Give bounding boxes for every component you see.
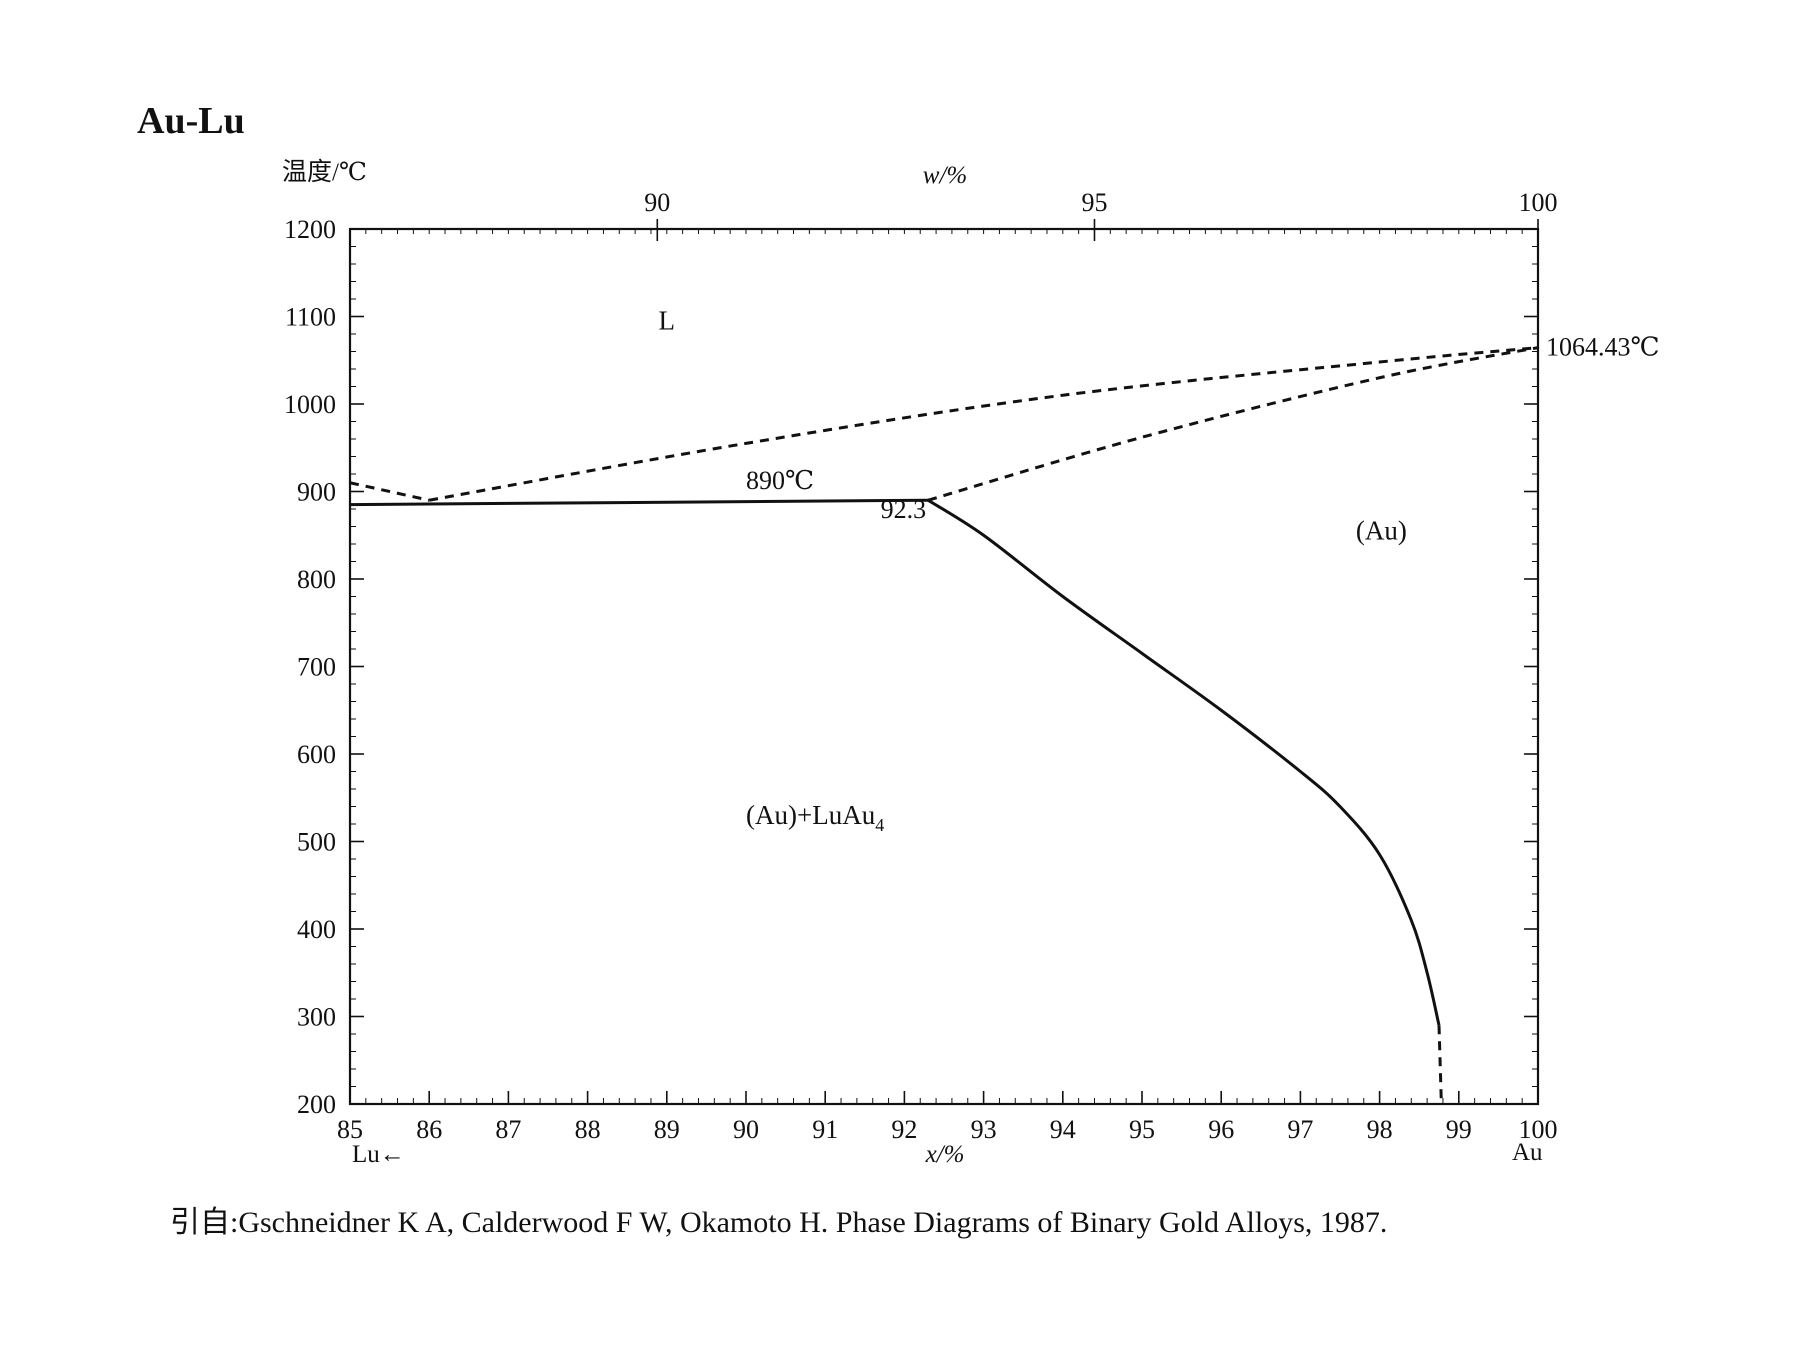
x-axis-label: x/%	[925, 1141, 965, 1168]
y-tick-label: 300	[297, 1003, 336, 1032]
y-tick-label: 1000	[284, 390, 336, 419]
axis-ticks	[349, 219, 1539, 1105]
x-tick-label: 85	[337, 1115, 363, 1144]
x-tick-label: 91	[812, 1115, 838, 1144]
x-tick-label: 87	[495, 1115, 521, 1144]
y-tick-label: 900	[297, 478, 336, 507]
x-tick-label: 88	[575, 1115, 601, 1144]
phase-boundary-dashed-5	[1437, 1025, 1443, 1105]
phase-boundaries	[349, 346, 1539, 1105]
x-tick-label: 97	[1287, 1115, 1313, 1144]
y-tick-label: 400	[297, 915, 336, 944]
x-tick-label: 96	[1208, 1115, 1234, 1144]
y-tick-label: 700	[297, 653, 336, 682]
y-tick-label: 200	[297, 1090, 336, 1119]
annotation-label: 1064.43℃	[1546, 333, 1660, 362]
x-left-element-label: Lu←	[352, 1141, 405, 1168]
annotation-label: 92.3	[881, 495, 927, 524]
y-tick-label: 1100	[285, 303, 336, 332]
phase-boundary-dashed-1	[428, 346, 1539, 502]
x-tick-label: 93	[971, 1115, 997, 1144]
plot-area: 90 95 100 85 86 87 88 89 90 91 92 93 94 95 96 97 98 99 100…	[284, 188, 1660, 1144]
citation-text: 引自:Gschneidner K A, Calderwood F W, Okam…	[170, 1206, 1387, 1239]
x-tick-label: 90	[733, 1115, 759, 1144]
top-tick-label: 95	[1081, 188, 1107, 217]
x-tick-label: 98	[1367, 1115, 1393, 1144]
annotation-label: (Au)	[1356, 516, 1407, 546]
x-tick-label: 86	[416, 1115, 442, 1144]
top-tick-label: 90	[644, 188, 670, 217]
x-right-element-label: Au	[1512, 1139, 1543, 1166]
x-tick-label: 99	[1446, 1115, 1472, 1144]
top-axis-label: w/%	[923, 162, 967, 189]
annotation-label: L	[659, 306, 676, 336]
phase-boundary-dashed-2	[927, 346, 1539, 502]
y-axis-label: 温度/℃	[282, 158, 367, 186]
figure-title: Au-Lu	[137, 100, 245, 142]
phase-boundary-dashed-0	[349, 481, 430, 502]
x-tick-label: 89	[654, 1115, 680, 1144]
x-tick-label: 100	[1519, 1115, 1558, 1144]
x-tick-label: 95	[1129, 1115, 1155, 1144]
y-tick-label: 500	[297, 828, 336, 857]
phase-boundary-solid-4	[927, 498, 1441, 1026]
x-tick-label: 94	[1050, 1115, 1076, 1144]
phase-boundary-solid-3	[349, 498, 929, 507]
annotation-label: (Au)+LuAu4	[746, 800, 884, 835]
tick-labels: 90 95 100 85 86 87 88 89 90 91 92 93 94 95 96 97 98 99 100…	[284, 188, 1558, 1144]
y-tick-label: 1200	[284, 215, 336, 244]
x-tick-label: 92	[891, 1115, 917, 1144]
y-tick-label: 800	[297, 565, 336, 594]
top-tick-label: 100	[1519, 188, 1558, 217]
annotation-label: 890℃	[746, 466, 814, 495]
region-labels: L 890℃ 92.3 (Au) (Au)+LuAu4 1064.43℃	[659, 306, 1660, 835]
y-tick-label: 600	[297, 740, 336, 769]
plot-frame	[348, 227, 1540, 1106]
